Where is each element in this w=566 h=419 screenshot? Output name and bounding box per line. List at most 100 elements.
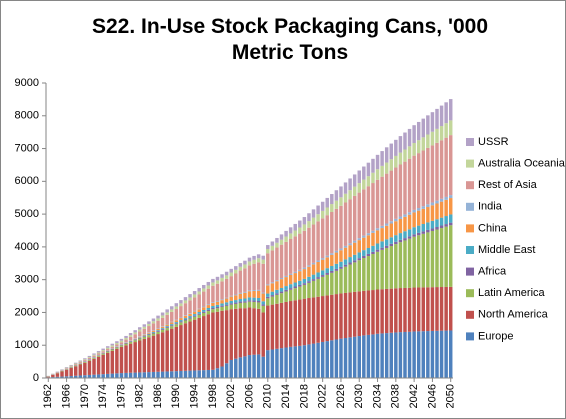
bar-segment	[229, 359, 233, 378]
bar-segment	[183, 323, 188, 371]
bar-segment	[426, 147, 430, 205]
bar-segment	[302, 345, 307, 378]
bar-segment	[398, 152, 403, 165]
bar-segment	[69, 366, 73, 367]
bar-segment	[307, 298, 311, 345]
bar-segment	[174, 322, 179, 324]
bar-segment	[380, 247, 384, 250]
bar-segment	[389, 223, 394, 238]
bar-segment	[247, 301, 252, 308]
bar-segment	[293, 300, 297, 347]
bar-segment	[197, 308, 201, 310]
bar-segment	[270, 241, 275, 246]
bar-segment	[293, 230, 297, 237]
bar-segment	[435, 128, 439, 143]
bar-segment	[147, 335, 151, 338]
bar-segment	[156, 328, 160, 331]
bar-segment	[352, 174, 357, 187]
bar-segment	[128, 335, 133, 337]
bar-segment	[266, 350, 270, 378]
bar-segment	[357, 252, 361, 259]
bar-segment	[64, 369, 69, 370]
bar-segment	[83, 362, 87, 376]
bar-segment	[371, 245, 375, 252]
bar-segment	[362, 189, 366, 236]
x-tick-label: 1982	[134, 384, 146, 408]
bar-segment	[87, 355, 92, 358]
bar-segment	[362, 255, 366, 259]
bar-segment	[343, 266, 348, 293]
bar-segment	[403, 132, 407, 150]
bar-segment	[448, 195, 453, 199]
bar-segment	[279, 234, 284, 240]
bar-segment	[412, 234, 416, 237]
legend-swatch	[466, 332, 474, 341]
bar-segment	[293, 223, 297, 231]
bar-segment	[352, 254, 357, 261]
bar-segment	[270, 291, 275, 296]
bar-segment	[284, 291, 288, 302]
bar-segment	[87, 374, 92, 378]
bar-segment	[426, 287, 430, 332]
bar-segment	[307, 213, 311, 222]
bar-segment	[55, 373, 60, 377]
bar-segment	[229, 276, 233, 296]
bar-segment	[179, 318, 183, 321]
bar-segment	[147, 332, 151, 334]
bar-segment	[160, 317, 165, 327]
bar-segment	[444, 123, 448, 138]
bar-segment	[426, 222, 430, 230]
bar-segment	[211, 312, 215, 370]
bar-segment	[403, 287, 407, 332]
bar-segment	[170, 306, 174, 310]
bar-segment	[261, 301, 265, 305]
bar-segment	[407, 212, 412, 215]
bar-segment	[302, 224, 307, 231]
bar-segment	[92, 355, 96, 357]
bar-segment	[275, 289, 279, 294]
bar-segment	[384, 239, 389, 246]
bar-segment	[298, 286, 302, 300]
bar-segment	[407, 238, 412, 288]
bar-segment	[266, 298, 270, 306]
bar-segment	[197, 309, 201, 313]
bar-segment	[298, 233, 302, 270]
bar-segment	[147, 337, 151, 373]
bar-segment	[444, 224, 448, 227]
bar-segment	[348, 243, 352, 246]
y-tick-label: 1000	[15, 339, 39, 351]
bar-segment	[371, 183, 375, 231]
bar-segment	[234, 358, 238, 378]
bar-segment	[238, 293, 243, 299]
bar-segment	[412, 287, 416, 332]
bar-segment	[311, 279, 316, 281]
bar-segment	[334, 339, 339, 378]
bar-segment	[234, 295, 238, 301]
bar-segment	[375, 289, 380, 334]
bar-segment	[362, 258, 366, 291]
bar-segment	[105, 351, 110, 353]
bar-segment	[238, 266, 243, 271]
bar-segment	[188, 321, 192, 371]
bar-segment	[394, 332, 398, 378]
y-tick-label: 8000	[15, 110, 39, 122]
bar-segment	[448, 330, 453, 378]
bar-segment	[115, 346, 119, 348]
bar-segment	[202, 291, 206, 307]
bar-segment	[110, 346, 115, 349]
bar-segment	[384, 173, 389, 224]
bar-segment	[69, 368, 73, 377]
bar-segment	[188, 317, 192, 319]
bar-segment	[142, 336, 147, 339]
bar-segment	[183, 297, 188, 301]
bar-segment	[266, 253, 270, 285]
bar-segment	[138, 372, 142, 378]
bar-segment	[371, 230, 375, 233]
bar-segment	[439, 217, 444, 226]
x-tick-label: 2022	[317, 384, 329, 408]
x-tick-label: 2030	[353, 384, 365, 408]
bar-segment	[252, 301, 256, 309]
bar-segment	[430, 112, 435, 132]
bar-segment	[243, 292, 247, 299]
x-tick-label: 1998	[207, 384, 219, 408]
